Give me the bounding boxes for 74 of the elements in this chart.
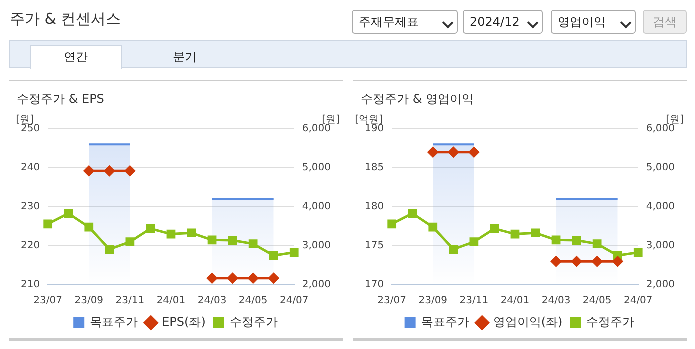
y-tick-label: 230 <box>20 202 40 213</box>
legend-label: 수정주가 <box>586 315 635 330</box>
point <box>388 220 397 229</box>
x-tick-label: 24/07 <box>280 296 309 307</box>
y-tick-label: 250 <box>20 124 40 135</box>
point <box>166 230 176 239</box>
x-tick-label: 23/09 <box>74 296 104 307</box>
y2-tick-label: 4,000 <box>646 202 676 213</box>
text: 주재무제표 <box>352 10 458 34</box>
point <box>84 222 94 232</box>
point <box>572 236 582 245</box>
text: 2024/12 <box>463 10 543 34</box>
legend-label: 영업이익(좌) <box>493 315 563 330</box>
y2-tick-label: 5,000 <box>646 162 676 174</box>
x-tick-label: 23/11 <box>116 296 145 307</box>
point <box>44 220 53 229</box>
x-tick-label: 24/03 <box>198 296 227 307</box>
point <box>208 236 217 245</box>
x-tick-label: 23/11 <box>460 296 489 307</box>
y-tick-label: 170 <box>364 280 384 291</box>
point <box>490 224 500 234</box>
y-tick-label: 190 <box>364 124 384 135</box>
x-tick-label: 24/01 <box>500 296 530 307</box>
point <box>449 245 458 254</box>
y2-tick-label: 3,000 <box>646 240 676 252</box>
y2-tick-label: 4,000 <box>302 202 332 213</box>
x-tick-label: 24/05 <box>582 296 612 307</box>
chart-title: 수정주가 & EPS <box>17 91 104 108</box>
y2-tick-label: 5,000 <box>302 162 332 174</box>
legend-label: EPS(좌) <box>162 315 206 330</box>
y-tick-label: 220 <box>20 240 40 252</box>
point <box>592 240 602 248</box>
legend-label: 수정주가 <box>230 315 278 330</box>
point <box>510 230 520 239</box>
x-tick-label: 24/07 <box>624 296 653 307</box>
point <box>408 209 418 218</box>
y-tick-label: 240 <box>20 162 40 174</box>
y-tick-label: 185 <box>364 162 384 174</box>
point <box>290 248 299 258</box>
x-tick-label: 23/07 <box>34 296 62 307</box>
y2-tick-label: 2,000 <box>302 280 332 291</box>
y2-tick-label: 6,000 <box>302 124 332 135</box>
point <box>126 238 135 247</box>
point <box>146 224 156 234</box>
text: 분기 <box>172 49 198 66</box>
point <box>269 251 278 260</box>
legend-label: 목표주가 <box>90 315 138 330</box>
text: 연간 <box>30 45 122 69</box>
point <box>552 236 561 245</box>
y-tick-label: 180 <box>364 202 384 213</box>
x-tick-label: 24/05 <box>238 296 268 307</box>
point <box>187 228 196 238</box>
point <box>634 248 643 258</box>
x-tick-label: 23/09 <box>418 296 448 307</box>
point <box>64 209 74 218</box>
y2-tick-label: 2,000 <box>646 280 676 291</box>
text: 검색 <box>643 10 687 34</box>
point <box>105 245 114 254</box>
text: 영업이익 <box>551 10 636 34</box>
point <box>248 240 258 248</box>
chart-title: 수정주가 & 영업이익 <box>361 91 474 108</box>
point <box>428 222 438 232</box>
y2-tick-label: 3,000 <box>302 240 332 252</box>
text: 주가 & 컨센서스 <box>10 10 122 29</box>
point <box>531 228 540 238</box>
y-tick-label: 175 <box>364 240 384 252</box>
point <box>470 238 479 247</box>
x-tick-label: 24/01 <box>156 296 186 307</box>
point <box>228 236 238 245</box>
x-tick-label: 24/03 <box>542 296 571 307</box>
x-tick-label: 23/07 <box>378 296 406 307</box>
y2-tick-label: 6,000 <box>646 124 676 135</box>
legend-label: 목표주가 <box>421 315 470 330</box>
y-tick-label: 210 <box>20 280 40 291</box>
